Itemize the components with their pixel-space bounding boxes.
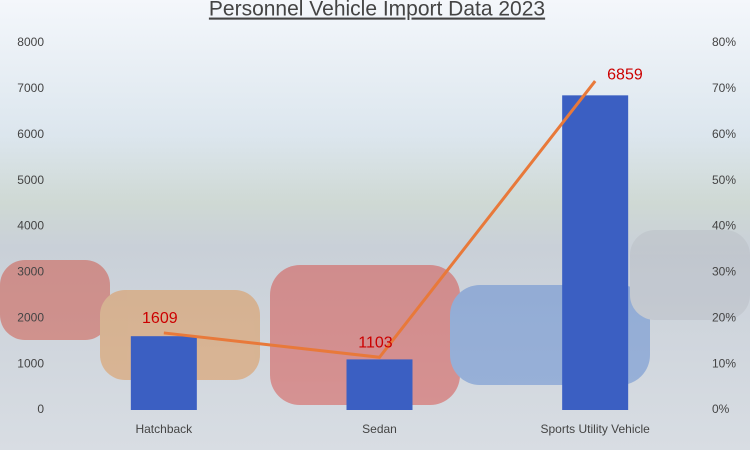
bar [562,95,629,410]
bar [346,359,413,410]
y-tick-label: 3000 [17,265,44,279]
y-tick-label: 1000 [17,356,44,370]
value-label: 1609 [142,310,178,327]
y2-tick-label: 0% [712,402,730,416]
y2-tick-label: 40% [712,219,736,233]
x-tick-label: Sports Utility Vehicle [540,422,650,436]
y2-tick-label: 80% [712,35,736,49]
y-tick-label: 0 [37,402,44,416]
x-tick-label: Sedan [362,422,397,436]
x-tick-label: Hatchback [135,422,193,436]
y-tick-label: 5000 [17,173,44,187]
y-tick-label: 8000 [17,35,44,49]
y-tick-label: 7000 [17,81,44,95]
y-tick-label: 2000 [17,310,44,324]
y2-tick-label: 50% [712,173,736,187]
bar [130,336,197,410]
y2-tick-label: 70% [712,81,736,95]
y2-tick-label: 60% [712,127,736,141]
background-cars [0,230,750,405]
y-tick-label: 6000 [17,127,44,141]
line [163,80,597,359]
y-tick-label: 4000 [17,219,44,233]
y2-tick-label: 10% [712,356,736,370]
y2-tick-label: 20% [712,310,736,324]
value-label: 6859 [607,66,643,83]
chart-title: Personnel Vehicle Import Data 2023 [209,0,545,21]
y2-tick-label: 30% [712,265,736,279]
value-label: 1103 [358,334,393,351]
